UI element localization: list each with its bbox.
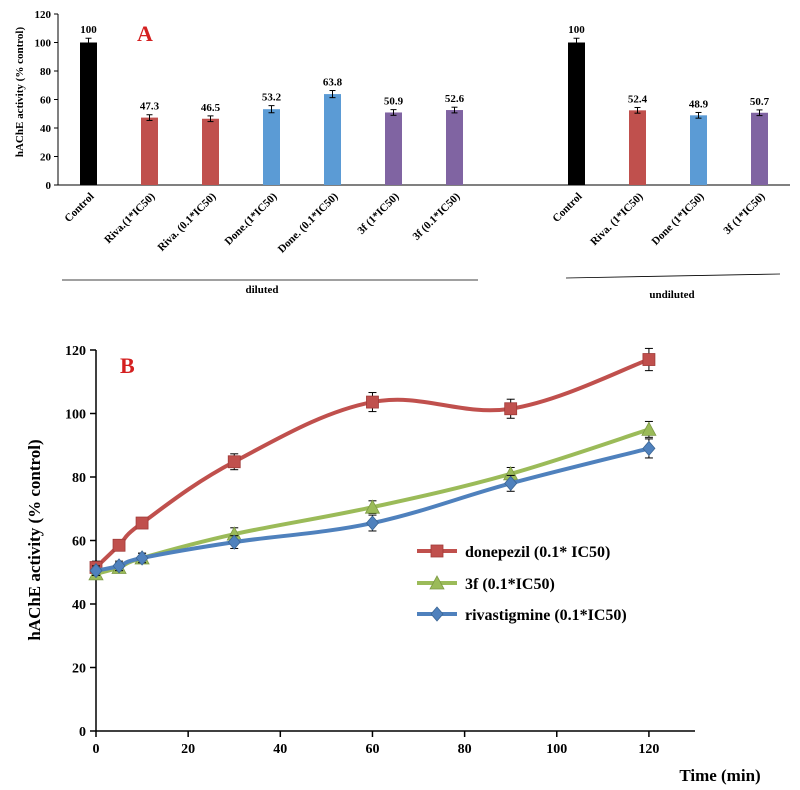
panel-a-y-tick-label: 80 xyxy=(40,66,52,78)
panel-a-data-label: 46.5 xyxy=(201,102,221,114)
panel-b-x-tick-label: 60 xyxy=(365,742,379,757)
panel-b-x-tick-label: 0 xyxy=(93,742,100,757)
panel-a-y-tick-label: 20 xyxy=(40,152,52,164)
panel-a-data-label: 63.8 xyxy=(323,77,343,89)
panel-b-point xyxy=(642,440,656,457)
panel-a-category-label: Control xyxy=(62,191,96,225)
panel-b-point xyxy=(430,544,444,558)
panel-a-category-label: Done. (0.1*IC50) xyxy=(276,190,341,255)
panel-a-category-label: Done.(1*IC50) xyxy=(223,190,280,247)
panel-b-x-tick-label: 20 xyxy=(181,742,195,757)
panel-b-point xyxy=(364,499,381,514)
panel-a-group-line xyxy=(565,273,781,279)
panel-a-y-tick-label: 40 xyxy=(40,123,52,135)
panel-b-legend: donepezil (0.1* IC50) 3f (0.1*IC50) rivast… xyxy=(417,544,627,624)
panel-b-point xyxy=(641,421,657,436)
panel-a-bar xyxy=(751,112,768,185)
legend-entry-label: 3f (0.1*IC50) xyxy=(465,576,555,593)
panel-b-y-axis-title: hAChE activity (% control) xyxy=(25,439,44,640)
panel-a-category-label: Riva.(1*IC50) xyxy=(102,190,158,246)
panel-b-point xyxy=(112,558,126,574)
panel-b-point xyxy=(430,606,444,622)
panel-a-y-tick-label: 120 xyxy=(35,9,52,21)
panel-a-category-label: Done (1*IC50) xyxy=(650,190,707,247)
panel-a-bar xyxy=(446,110,463,185)
panel-a-data-label: 48.9 xyxy=(689,98,709,110)
panel-b-series-group xyxy=(89,438,656,579)
panel-a-bar xyxy=(324,94,341,185)
panel-a-bar xyxy=(629,110,646,185)
panel-a-category-labels: Control Riva.(1*IC50)Riva. (0.1*IC50) Done… xyxy=(62,190,768,255)
panel-a-category-label: Riva. (1*IC50) xyxy=(588,190,646,248)
panel-b-y-ticks: 0 20 40 60 80 100 120 xyxy=(65,344,96,740)
panel-b-point xyxy=(135,550,149,566)
panel-b-x-tick-label: 120 xyxy=(638,742,659,757)
panel-a-bar xyxy=(80,42,97,185)
panel-a-label: A xyxy=(137,21,153,46)
panel-a-category-label: Control xyxy=(550,191,584,225)
panel-a-data-label: 52.6 xyxy=(445,93,465,105)
panel-a-bar xyxy=(690,115,707,185)
panel-b-x-axis-title: Time (min) xyxy=(679,766,760,785)
panel-b-y-tick-label: 0 xyxy=(79,725,86,740)
panel-b-line-chart: 0 20 40 60 80 100 120 0 20 40 60 80 100 120 donepezi… xyxy=(25,344,761,785)
panel-a-category-label: 3f (1*IC50) xyxy=(355,190,402,237)
panel-b-point xyxy=(642,353,656,366)
panel-b-point xyxy=(366,395,379,409)
panel-a-data-label: 47.3 xyxy=(140,101,160,113)
panel-b-series-line xyxy=(94,357,650,569)
panel-b-point xyxy=(227,455,241,469)
panel-a-category-label: 3f (1*IC50) xyxy=(721,190,768,237)
panel-a-bar xyxy=(263,109,280,185)
panel-a-group-label: diluted xyxy=(245,284,278,296)
panel-b-point xyxy=(89,563,103,579)
panel-a-bar-chart: 0 20 40 60 80 100 120 100 47.3 46.5 53.2 63.8 50.9 5… xyxy=(14,9,790,301)
panel-b-y-tick-label: 120 xyxy=(65,344,86,359)
panel-b-point xyxy=(365,515,379,531)
panel-a-y-tick-label: 0 xyxy=(46,180,52,192)
panel-a-data-label: 50.9 xyxy=(384,96,404,108)
panel-a-y-tick-label: 100 xyxy=(35,38,52,50)
panel-b-series xyxy=(88,347,657,581)
panel-a-y-axis-title: hAChE activity (% control) xyxy=(14,27,26,158)
panel-b-x-tick-label: 100 xyxy=(546,742,567,757)
panel-a-axes xyxy=(57,14,790,186)
panel-a-y-ticks: 0 20 40 60 80 100 120 xyxy=(35,9,58,192)
panel-a-data-label: 50.7 xyxy=(750,96,770,108)
panel-b-y-tick-label: 100 xyxy=(65,408,86,423)
panel-b-point xyxy=(429,575,445,590)
panel-b-x-tick-label: 80 xyxy=(458,742,472,757)
panel-b-axes xyxy=(95,350,695,732)
panel-a-category-label: 3f (0.1*IC50) xyxy=(410,190,462,242)
panel-b-y-tick-label: 40 xyxy=(72,598,86,613)
panel-b-point xyxy=(504,402,518,416)
panel-b-y-tick-label: 60 xyxy=(72,535,86,550)
panel-b-x-tick-label: 40 xyxy=(273,742,287,757)
panel-a-data-label: 100 xyxy=(80,24,97,36)
panel-a-y-tick-label: 60 xyxy=(40,95,52,107)
panel-a-group-label: undiluted xyxy=(649,289,694,301)
panel-a-category-label: Riva. (0.1*IC50) xyxy=(155,190,218,253)
panel-a-bar xyxy=(202,118,219,185)
panel-b-point xyxy=(112,538,126,552)
panel-b-point xyxy=(135,516,149,530)
panel-a-bars: 100 47.3 46.5 53.2 63.8 50.9 52.6 100 52.4 48.9 50… xyxy=(80,24,770,185)
legend-entry-label: donepezil (0.1* IC50) xyxy=(465,544,610,561)
panel-a-bar xyxy=(141,117,158,185)
panel-b-point xyxy=(227,534,241,550)
panel-b-x-ticks: 0 20 40 60 80 100 120 xyxy=(93,731,659,757)
panel-a-data-label: 53.2 xyxy=(262,92,282,104)
panel-b-point xyxy=(504,475,518,491)
panel-a-bar xyxy=(385,112,402,185)
panel-a-bar xyxy=(568,42,585,185)
panel-b-y-tick-label: 20 xyxy=(72,662,86,677)
panel-a-data-label: 100 xyxy=(568,24,585,36)
panel-a-groups: diluted undiluted xyxy=(62,273,781,301)
panel-b-label: B xyxy=(120,353,135,378)
panel-a-data-label: 52.4 xyxy=(628,93,648,105)
panel-b-y-tick-label: 80 xyxy=(72,471,86,486)
panel-b-series-group xyxy=(89,347,656,575)
legend-entry-label: rivastigmine (0.1*IC50) xyxy=(465,607,627,624)
